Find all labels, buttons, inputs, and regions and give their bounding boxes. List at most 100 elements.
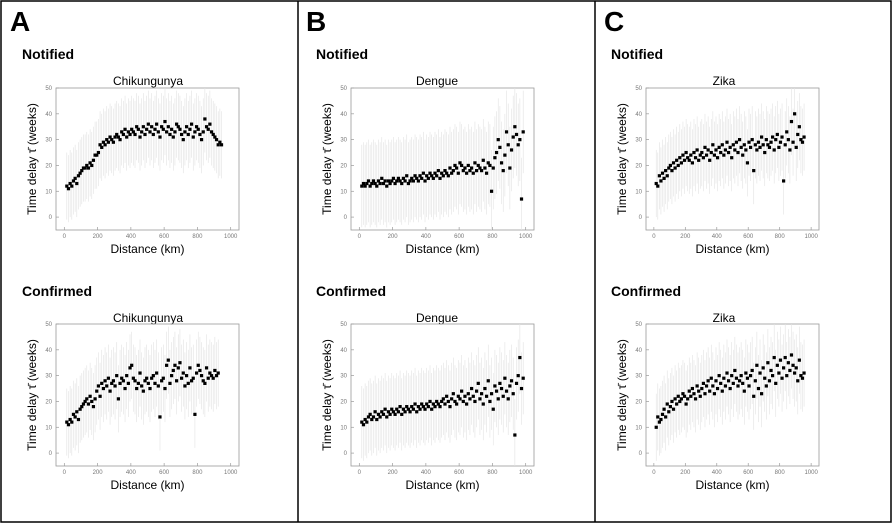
section-label-b-notified: Notified — [316, 46, 368, 62]
y-tick-label-a-confirmed: 50 — [45, 322, 52, 328]
data-point-b-confirmed — [433, 405, 437, 409]
data-point-b-notified — [418, 174, 422, 178]
data-point-b-confirmed — [368, 412, 372, 416]
data-point-a-confirmed — [73, 415, 77, 419]
data-point-a-confirmed — [184, 374, 189, 378]
data-point-a-confirmed — [186, 381, 190, 385]
data-point-a-notified — [93, 153, 97, 157]
data-point-b-confirmed — [423, 407, 427, 411]
data-point-b-notified — [400, 181, 404, 186]
x-tick-label-b-notified: 1000 — [519, 234, 533, 240]
data-point-a-confirmed — [160, 379, 164, 383]
data-point-a-confirmed — [191, 376, 195, 380]
data-point-c-confirmed — [741, 381, 745, 385]
data-point-a-notified — [86, 166, 91, 170]
y-tick-label-b-confirmed: 50 — [340, 322, 347, 328]
panel-letter-a: A — [10, 6, 30, 37]
data-point-c-notified — [726, 150, 731, 155]
data-point-b-confirmed — [455, 402, 459, 406]
data-point-b-notified — [494, 150, 499, 155]
data-point-c-confirmed — [668, 405, 672, 409]
data-point-a-confirmed — [98, 394, 102, 398]
data-point-c-confirmed — [780, 376, 784, 380]
data-point-b-confirmed — [396, 410, 401, 414]
data-point-a-notified — [120, 130, 124, 134]
data-point-b-notified — [365, 181, 369, 186]
y-tick-label-c-confirmed: 0 — [639, 451, 643, 457]
data-point-b-confirmed — [438, 405, 442, 409]
data-point-c-notified — [793, 112, 797, 116]
chart-title-b-confirmed: Dengue — [416, 311, 458, 325]
data-point-b-notified — [503, 153, 507, 157]
data-point-a-notified — [148, 130, 152, 134]
data-point-c-confirmed — [695, 384, 699, 388]
data-point-c-notified — [690, 161, 694, 165]
data-point-b-confirmed — [451, 392, 455, 396]
x-tick-label-c-confirmed: 0 — [652, 470, 656, 476]
data-point-b-confirmed — [506, 397, 510, 401]
data-point-a-notified — [70, 184, 74, 188]
data-point-c-confirmed — [742, 389, 746, 393]
y-tick-label-b-notified: 20 — [340, 163, 347, 169]
data-point-a-confirmed — [68, 417, 72, 422]
data-point-a-confirmed — [216, 371, 220, 375]
data-point-a-confirmed — [133, 379, 137, 383]
data-point-c-confirmed — [734, 376, 739, 380]
data-point-b-notified — [430, 174, 434, 178]
x-tick-label-b-confirmed: 800 — [487, 470, 498, 476]
data-point-c-notified — [797, 125, 801, 129]
section-label-c-confirmed: Confirmed — [611, 283, 681, 299]
data-point-b-notified — [475, 169, 479, 173]
data-point-c-confirmed — [708, 389, 712, 393]
data-point-b-confirmed — [516, 374, 520, 378]
data-point-a-notified — [103, 143, 107, 147]
y-tick-label-a-notified: 20 — [45, 163, 52, 169]
data-point-b-notified — [438, 176, 442, 180]
data-point-c-confirmed — [783, 355, 787, 360]
data-point-b-notified — [519, 197, 524, 201]
data-point-b-confirmed — [508, 384, 512, 388]
data-point-c-confirmed — [728, 386, 732, 391]
data-point-c-confirmed — [720, 389, 724, 393]
data-point-b-notified — [463, 166, 467, 170]
data-point-a-confirmed — [170, 374, 174, 378]
data-point-a-confirmed — [81, 402, 86, 406]
data-point-c-confirmed — [687, 389, 691, 393]
data-point-a-notified — [219, 143, 224, 147]
data-point-b-notified — [484, 171, 489, 175]
data-point-b-confirmed — [470, 386, 474, 391]
data-point-b-confirmed — [440, 399, 444, 404]
data-point-c-notified — [753, 143, 757, 147]
data-point-b-confirmed — [413, 402, 417, 406]
data-point-c-notified — [723, 148, 728, 152]
data-point-b-confirmed — [519, 386, 524, 391]
data-point-a-notified — [184, 125, 189, 129]
data-point-a-confirmed — [175, 379, 179, 383]
data-point-b-notified — [461, 169, 465, 173]
y-axis-label-b-confirmed: Time delay τ̄ (weeks) — [320, 339, 334, 451]
y-tick-label-c-confirmed: 10 — [635, 425, 642, 431]
data-point-c-notified — [782, 179, 786, 183]
x-tick-label-c-notified: 600 — [743, 234, 754, 240]
data-point-b-notified — [401, 176, 406, 180]
data-point-c-notified — [794, 145, 798, 149]
data-point-b-confirmed — [450, 397, 454, 401]
data-point-b-confirmed — [509, 379, 514, 383]
x-axis-label-b-confirmed: Distance (km) — [405, 478, 479, 492]
data-point-b-confirmed — [388, 412, 392, 416]
y-tick-label-c-notified: 50 — [635, 86, 642, 92]
data-point-b-notified — [411, 179, 415, 183]
data-point-a-confirmed — [208, 371, 212, 375]
data-point-b-confirmed — [403, 410, 407, 414]
y-tick-label-b-notified: 10 — [340, 189, 347, 195]
data-point-b-confirmed — [431, 402, 435, 406]
data-point-b-notified — [465, 171, 469, 175]
data-point-a-notified — [136, 127, 140, 131]
data-point-a-notified — [165, 130, 169, 134]
data-point-c-confirmed — [673, 397, 677, 401]
data-point-c-notified — [742, 143, 746, 147]
data-point-b-notified — [410, 176, 414, 180]
data-point-b-confirmed — [496, 397, 500, 401]
data-point-a-notified — [206, 127, 210, 131]
y-axis-label-a-confirmed: Time delay τ̄ (weeks) — [25, 339, 39, 451]
